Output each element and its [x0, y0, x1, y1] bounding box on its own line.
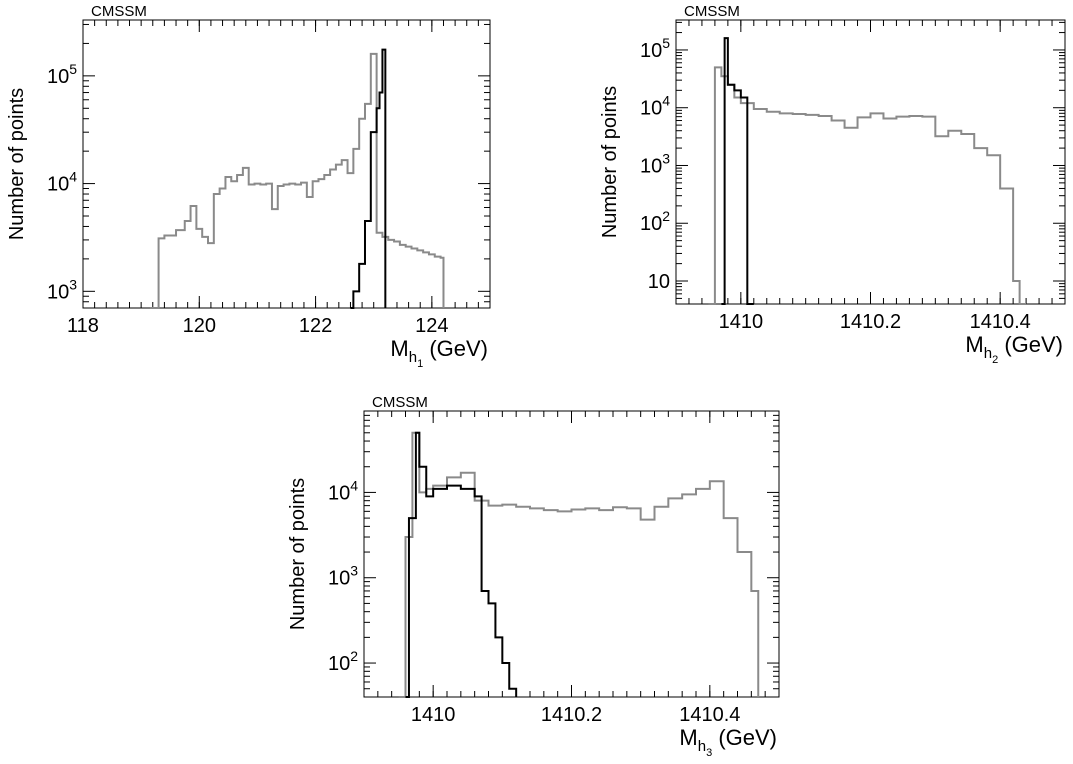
x-tick-label: 120: [183, 315, 216, 337]
panel-2: 1410 1410.2 1410.4 10 102 103 104 105 CMSSM Numbe…: [599, 3, 1066, 366]
all-points-histogram: [708, 66, 1027, 305]
selected-points-histogram: [405, 431, 518, 698]
all-points-histogram: [398, 431, 760, 698]
y-tick-label: 104: [47, 169, 77, 196]
x-tick-label: 122: [299, 315, 332, 337]
x-tick-label: 1410.4: [679, 704, 740, 726]
x-tick-label: 1410: [719, 311, 764, 333]
y-tick-label: 103: [47, 276, 77, 303]
plot-frame: [82, 19, 491, 309]
y-tick-label: 104: [328, 477, 358, 504]
x-tick-label: 124: [415, 315, 448, 337]
plot-frame: [675, 19, 1066, 305]
y-tick-label: 105: [47, 61, 77, 88]
y-tick-label: 102: [640, 208, 670, 235]
x-tick-label: 1410.2: [541, 704, 602, 726]
x-tick-label: 1410.4: [970, 311, 1031, 333]
x-tick-label: 1410.2: [840, 311, 901, 333]
chart-title: CMSSM: [372, 394, 428, 411]
selected-points-histogram: [350, 48, 387, 309]
plot-frame: [363, 410, 780, 698]
y-tick-label: 10: [648, 271, 670, 293]
panel-1: 118 120 122 124 103 104 105 CMSSM Number of poin…: [6, 3, 491, 370]
y-axis-label: Number of points: [6, 88, 28, 240]
y-tick-label: 104: [640, 93, 670, 120]
y-axis-label: Number of points: [599, 86, 621, 238]
y-tick-label: 105: [640, 35, 670, 62]
x-axis-label: Mh1 (GeV): [390, 336, 488, 370]
x-tick-label: 1410: [411, 704, 456, 726]
y-tick-label: 103: [640, 150, 670, 177]
x-tick-label: 118: [67, 315, 99, 337]
y-tick-label: 103: [328, 563, 358, 590]
x-axis-label: Mh2 (GeV): [965, 332, 1063, 366]
panel-3: 1410 1410.2 1410.4 102 103 104 CMSSM Number of …: [287, 394, 780, 759]
x-axis-label: Mh3 (GeV): [679, 725, 777, 759]
all-points-histogram: [149, 52, 445, 309]
chart-title: CMSSM: [684, 3, 740, 20]
chart-title: CMSSM: [91, 3, 147, 20]
y-tick-label: 102: [328, 648, 358, 675]
selected-points-histogram: [721, 37, 754, 305]
y-axis-label: Number of points: [287, 478, 309, 630]
